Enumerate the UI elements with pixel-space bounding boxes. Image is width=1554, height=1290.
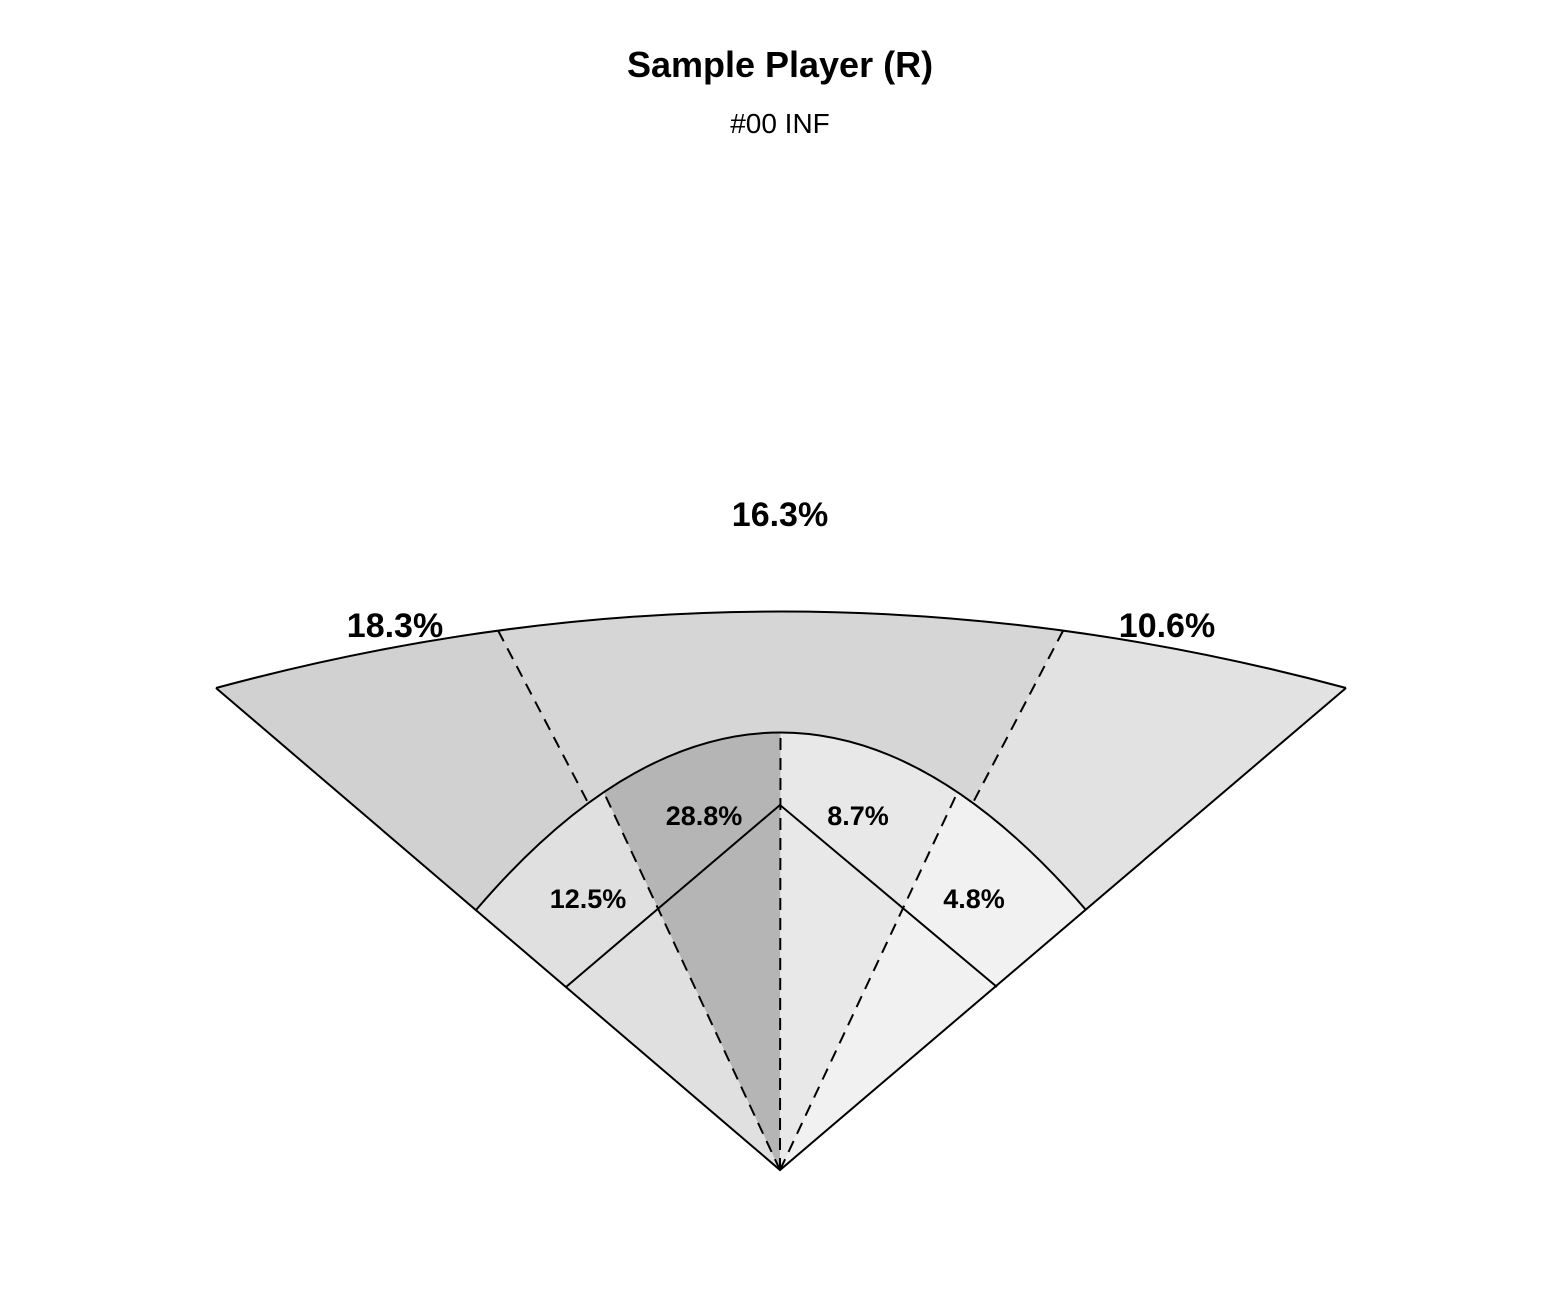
divider-outfield-right	[971, 630, 1065, 804]
divider-outfield-left	[497, 630, 590, 804]
outfield-wall	[215, 610, 1347, 689]
lines-layer	[215, 610, 1347, 1172]
label-infield-second: 8.7%	[827, 801, 889, 831]
infield-arc	[475, 731, 1087, 911]
chart-subtitle: #00 INF	[730, 108, 830, 139]
divider-infield-3	[779, 791, 959, 1171]
divider-infield-2	[779, 732, 782, 1171]
label-infield-short: 28.8%	[666, 801, 743, 831]
zone-infield-first	[780, 792, 1086, 1170]
label-infield-first: 4.8%	[943, 884, 1005, 914]
zone-outfield-right	[972, 630, 1346, 910]
zone-outfield-left	[216, 630, 589, 910]
chart-title: Sample Player (R)	[627, 44, 933, 85]
label-infield-third: 12.5%	[550, 884, 627, 914]
label-outfield-right: 10.6%	[1119, 607, 1215, 645]
zone-infield-third	[476, 792, 780, 1170]
labels-layer: 18.3% 16.3% 10.6% 12.5% 28.8% 8.7% 4.8%	[347, 496, 1215, 914]
divider-infield-1	[602, 791, 781, 1171]
zone-outfield-center	[498, 611, 1064, 804]
label-outfield-left: 18.3%	[347, 607, 443, 645]
label-outfield-center: 16.3%	[732, 496, 828, 534]
